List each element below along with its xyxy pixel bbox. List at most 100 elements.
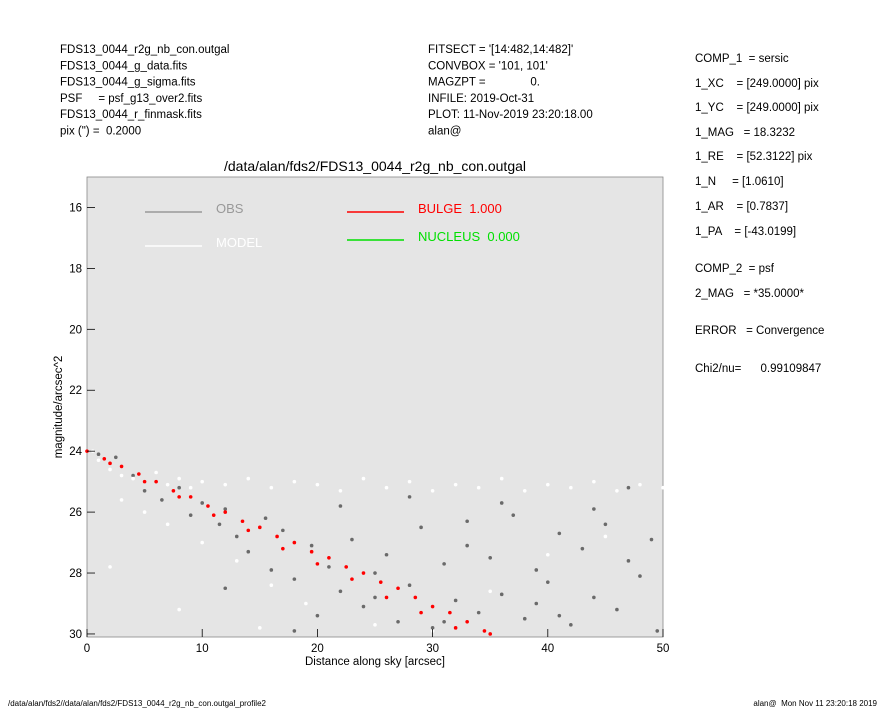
data-point — [378, 580, 383, 584]
data-point — [465, 619, 469, 624]
data-point — [569, 485, 573, 490]
data-point — [211, 513, 216, 517]
data-point — [234, 534, 239, 539]
data-point — [649, 537, 654, 542]
data-point — [361, 604, 366, 609]
data-point — [557, 613, 562, 618]
data-point — [626, 559, 631, 563]
header-right-line: 1_RE = [52.3122] pix — [695, 151, 813, 163]
header-right-line: 1_PA = [-43.0199] — [695, 226, 796, 238]
header-right-line: 2_MAG = *35.0000* — [695, 288, 805, 300]
data-point — [592, 507, 596, 511]
data-point — [413, 595, 418, 600]
header-right-line: 1_XC = [249.0000] pix — [695, 78, 819, 90]
data-point — [373, 595, 377, 600]
data-point — [338, 589, 343, 594]
data-point — [177, 607, 181, 612]
data-point — [488, 632, 493, 636]
data-point — [419, 525, 423, 530]
x-tick-label: 20 — [311, 643, 324, 655]
data-point — [102, 456, 107, 461]
y-tick-label: 18 — [69, 263, 82, 275]
data-point — [546, 482, 550, 487]
y-tick-label: 20 — [69, 324, 82, 336]
data-point — [384, 485, 389, 490]
data-point — [137, 472, 141, 476]
data-point — [269, 583, 274, 588]
data-point — [522, 616, 527, 621]
data-point — [108, 461, 112, 466]
data-point — [165, 482, 170, 487]
legend-label: OBS — [216, 201, 244, 216]
data-point — [465, 543, 469, 548]
header-middle-line: INFILE: 2019-Oct-31 — [428, 93, 534, 105]
data-point — [626, 485, 631, 490]
data-point — [246, 476, 251, 481]
data-point — [160, 498, 164, 502]
data-point — [246, 549, 251, 554]
data-point — [476, 485, 481, 490]
data-point — [223, 482, 228, 487]
header-right-line: COMP_2 = psf — [695, 263, 775, 275]
header-right-line: 1_AR = [0.7837] — [695, 201, 788, 213]
data-point — [407, 479, 412, 484]
data-point — [453, 482, 458, 487]
data-point — [407, 583, 412, 588]
data-point — [615, 488, 619, 493]
data-point — [142, 479, 147, 484]
data-point — [281, 528, 285, 533]
data-point — [546, 552, 550, 557]
data-point — [315, 613, 320, 618]
data-point — [430, 488, 435, 493]
data-point — [177, 476, 181, 481]
data-point — [430, 604, 435, 609]
data-point — [499, 501, 504, 505]
data-point — [603, 522, 608, 527]
data-point — [315, 562, 320, 566]
data-point — [119, 498, 124, 502]
data-point — [223, 510, 228, 514]
data-point — [534, 568, 539, 572]
header-left-line: pix (") = 0.2000 — [60, 126, 141, 138]
data-point — [200, 479, 204, 484]
header-middle-line: MAGZPT = 0. — [428, 77, 540, 89]
data-point — [131, 473, 135, 478]
data-point — [384, 595, 389, 600]
data-point — [309, 549, 314, 554]
data-point — [292, 577, 297, 581]
data-point — [217, 522, 222, 527]
data-point — [240, 519, 245, 524]
header-middle-line: CONVBOX = '101, 101' — [428, 60, 548, 72]
x-tick-label: 0 — [84, 643, 90, 655]
data-point — [119, 464, 124, 469]
header-left-line: FDS13_0044_g_data.fits — [60, 60, 187, 72]
data-point — [373, 623, 377, 627]
data-point — [442, 619, 446, 624]
data-point — [384, 552, 389, 557]
x-axis-label: Distance along sky [arcsec] — [305, 656, 445, 668]
data-point — [419, 610, 423, 615]
data-point — [154, 470, 158, 475]
data-point — [269, 568, 274, 572]
data-point — [476, 610, 481, 615]
data-point — [655, 629, 660, 633]
y-axis-label: magnitude/arcsec^2 — [53, 356, 65, 459]
data-point — [482, 629, 487, 633]
data-point — [292, 629, 297, 633]
x-tick-label: 40 — [541, 643, 554, 655]
data-point — [108, 565, 112, 569]
data-point — [546, 580, 550, 584]
data-point — [246, 528, 251, 533]
chart-title: /data/alan/fds2/FDS13_0044_r2g_nb_con.ou… — [224, 158, 526, 174]
header-middle-line: alan@ — [428, 126, 461, 138]
data-point — [177, 485, 181, 490]
data-point — [534, 601, 539, 606]
data-point — [292, 479, 297, 484]
x-tick-label: 30 — [426, 643, 439, 655]
data-point — [338, 488, 343, 493]
data-point — [488, 555, 493, 560]
data-point — [448, 610, 452, 615]
data-point — [407, 495, 412, 499]
data-point — [396, 586, 400, 591]
